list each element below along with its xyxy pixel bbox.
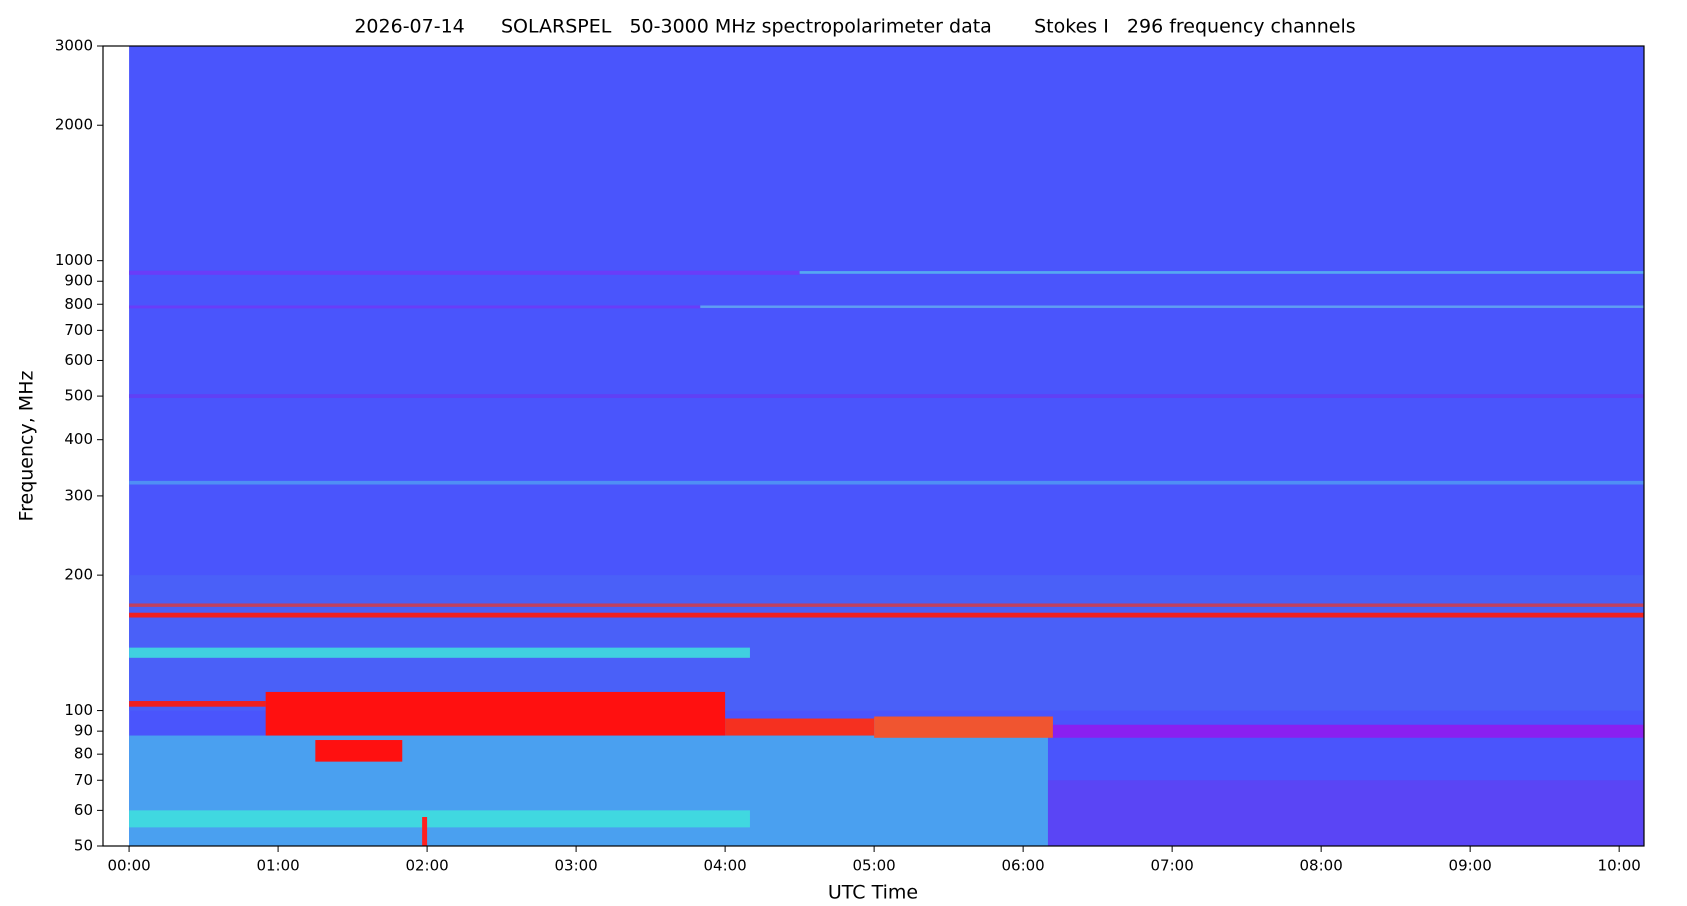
x-tick-label: 00:00	[107, 857, 150, 875]
y-tick-label: 50	[74, 837, 93, 855]
plot-frame	[102, 45, 1645, 847]
x-tick-label: 05:00	[853, 857, 896, 875]
x-tick-label: 02:00	[405, 857, 448, 875]
y-axis-title: Frequency, MHz	[16, 371, 38, 522]
intensity-cell	[129, 810, 750, 828]
intensity-cell	[700, 305, 1644, 308]
spectrogram	[129, 46, 1644, 846]
y-tick-label: 500	[64, 387, 93, 405]
y-tick-label: 400	[64, 430, 93, 448]
intensity-cell	[129, 612, 1644, 618]
y-tick-label: 700	[64, 321, 93, 339]
x-axis-title: UTC Time	[828, 882, 918, 904]
intensity-cell	[129, 480, 1644, 485]
x-tick-label: 01:00	[256, 857, 299, 875]
intensity-cell	[129, 575, 1644, 711]
intensity-cell	[422, 817, 428, 846]
x-tick-label: 09:00	[1449, 857, 1492, 875]
x-tick-label: 04:00	[703, 857, 746, 875]
x-tick-label: 07:00	[1151, 857, 1194, 875]
y-tick-label: 80	[74, 745, 93, 763]
intensity-cell	[315, 740, 403, 762]
x-tick-label: 10:00	[1598, 857, 1641, 875]
intensity-cell	[265, 691, 726, 736]
intensity-cell	[129, 394, 1644, 399]
intensity-cell	[129, 603, 1644, 607]
intensity-cell	[129, 701, 266, 707]
y-tick-label: 800	[64, 295, 93, 313]
y-tick-label: 900	[64, 272, 93, 290]
intensity-cell	[129, 270, 800, 275]
y-tick-label: 60	[74, 801, 93, 819]
y-tick-label: 300	[64, 486, 93, 504]
y-tick-label: 90	[74, 722, 93, 740]
y-tick-label: 2000	[55, 116, 93, 134]
y-tick-label: 600	[64, 351, 93, 369]
x-tick-label: 06:00	[1002, 857, 1045, 875]
intensity-cell	[1047, 780, 1644, 846]
x-tick-label: 03:00	[554, 857, 597, 875]
y-tick-label: 3000	[55, 37, 93, 55]
chart-title: 2026-07-14 SOLARSPEL 50-3000 MHz spectro…	[354, 16, 1355, 38]
intensity-cell	[129, 305, 701, 309]
y-tick-label: 100	[64, 701, 93, 719]
intensity-cell	[1052, 724, 1644, 738]
intensity-cell	[725, 718, 875, 736]
intensity-cell	[129, 647, 750, 658]
y-tick-label: 70	[74, 771, 93, 789]
y-tick-label: 200	[64, 566, 93, 584]
intensity-cell	[129, 735, 1048, 846]
x-tick-label: 08:00	[1300, 857, 1343, 875]
intensity-cell	[874, 716, 1053, 738]
y-tick-label: 1000	[55, 251, 93, 269]
intensity-cell	[799, 271, 1644, 274]
